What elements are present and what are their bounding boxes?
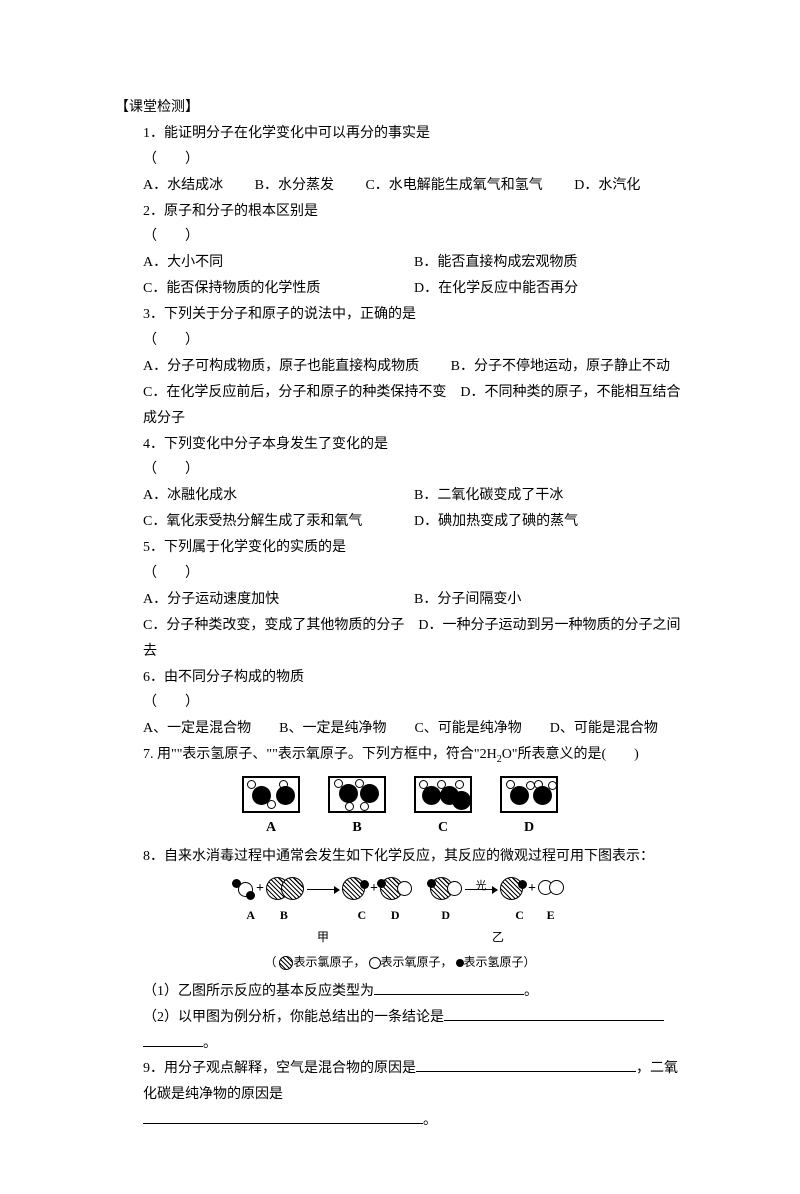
q2-opt-c: C．能否保持物质的化学性质 xyxy=(143,276,414,302)
q2-paren: （ ） xyxy=(115,224,685,250)
q5-opt-b: B．分子间隔变小 xyxy=(414,587,685,613)
q7-box-b xyxy=(328,776,386,813)
blank[interactable] xyxy=(143,1032,203,1047)
question-3: 3．下列关于分子和原子的说法中，正确的是 （ ） A．分子可构成物质，原子也能直… xyxy=(115,302,685,431)
question-8: 8．自来水消毒过程中通常会发生如下化学反应，其反应的微观过程可用下图表示： + xyxy=(115,844,685,1056)
q8-legend: （ 表示氯原子， 表示氧原子， 表示氢原子） xyxy=(115,951,685,973)
q5-paren: （ ） xyxy=(115,561,685,587)
q3-paren: （ ） xyxy=(115,328,685,354)
question-1: 1．能证明分子在化学变化中可以再分的事实是 （ ） A．水结成冰 B．水分蒸发 … xyxy=(115,121,685,199)
blank[interactable] xyxy=(374,980,524,995)
q7-diagram xyxy=(115,776,685,813)
q6-options: A、一定是混合物 B、一定是纯净物 C、可能是纯净物 D、可能是混合物 xyxy=(115,716,685,742)
q4-paren: （ ） xyxy=(115,457,685,483)
q9-stem: 9．用分子观点解释，空气是混合物的原因是 xyxy=(143,1061,416,1076)
q4-opt-b: B．二氧化碳变成了干冰 xyxy=(414,483,685,509)
blank[interactable] xyxy=(143,1109,423,1124)
q9-end: 。 xyxy=(423,1113,437,1128)
question-4: 4．下列变化中分子本身发生了变化的是 （ ） A．冰融化成水 B．二氧化碳变成了… xyxy=(115,432,685,536)
q4-opt-a: A．冰融化成水 xyxy=(143,483,414,509)
blank[interactable] xyxy=(444,1006,664,1021)
q7-labels: A B C D xyxy=(115,815,685,841)
question-2: 2．原子和分子的根本区别是 （ ） A．大小不同 B．能否直接构成宏观物质 C．… xyxy=(115,199,685,303)
question-7: 7. 用""表示氢原子、""表示氧原子。下列方框中，符合"2H2O"所表意义的是… xyxy=(115,742,685,840)
section-title: 【课堂检测】 xyxy=(115,95,685,121)
q5-stem: 5．下列属于化学变化的实质的是 xyxy=(115,535,685,561)
q5-opt-cd: C．分子种类改变，变成了其他物质的分子 D．一种分子运动到另一种物质的分子之间去 xyxy=(115,613,685,665)
q2-stem: 2．原子和分子的根本区别是 xyxy=(115,199,685,225)
q4-opt-d: D．碘加热变成了碘的蒸气 xyxy=(414,509,685,535)
q2-opt-a: A．大小不同 xyxy=(143,250,414,276)
q2-opt-d: D．在化学反应中能否再分 xyxy=(414,276,685,302)
blank[interactable] xyxy=(416,1057,636,1072)
q4-stem: 4．下列变化中分子本身发生了变化的是 xyxy=(115,432,685,458)
q6-stem: 6．由不同分子构成的物质 xyxy=(115,665,685,691)
question-9: 9．用分子观点解释，空气是混合物的原因是，二氧化碳是纯净物的原因是 。 xyxy=(115,1056,685,1134)
q7-box-c xyxy=(414,776,472,813)
question-6: 6．由不同分子构成的物质 （ ） A、一定是混合物 B、一定是纯净物 C、可能是… xyxy=(115,665,685,743)
q8-sub2: （2）以甲图为例分析，你能总结出的一条结论是 xyxy=(115,1005,685,1031)
q7-box-a xyxy=(242,776,300,813)
q6-paren: （ ） xyxy=(115,690,685,716)
q3-opt-cd: C．在化学反应前后，分子和原子的种类保持不变 D．不同种类的原子，不能相互结合成… xyxy=(115,380,685,432)
q1-options: A．水结成冰 B．水分蒸发 C．水电解能生成氧气和氢气 D．水汽化 xyxy=(115,173,685,199)
q8-diagram: + + xyxy=(115,876,685,972)
q3-stem: 3．下列关于分子和原子的说法中，正确的是 xyxy=(115,302,685,328)
question-5: 5．下列属于化学变化的实质的是 （ ） A．分子运动速度加快 B．分子间隔变小 … xyxy=(115,535,685,664)
q5-opt-a: A．分子运动速度加快 xyxy=(143,587,414,613)
q7-stem: 7. 用""表示氢原子、""表示氧原子。下列方框中，符合"2H2O"所表意义的是… xyxy=(115,742,685,769)
q1-paren: （ ） xyxy=(115,147,685,173)
q8-stem: 8．自来水消毒过程中通常会发生如下化学反应，其反应的微观过程可用下图表示： xyxy=(115,844,685,870)
q7-box-d xyxy=(500,776,558,813)
q8-sub1: （1）乙图所示反应的基本反应类型为。 xyxy=(115,979,685,1005)
q4-opt-c: C．氧化汞受热分解生成了汞和氧气 xyxy=(143,509,414,535)
q1-stem: 1．能证明分子在化学变化中可以再分的事实是 xyxy=(115,121,685,147)
q2-opt-b: B．能否直接构成宏观物质 xyxy=(414,250,685,276)
q3-opt-ab: A．分子可构成物质，原子也能直接构成物质 B．分子不停地运动，原子静止不动 xyxy=(115,354,685,380)
